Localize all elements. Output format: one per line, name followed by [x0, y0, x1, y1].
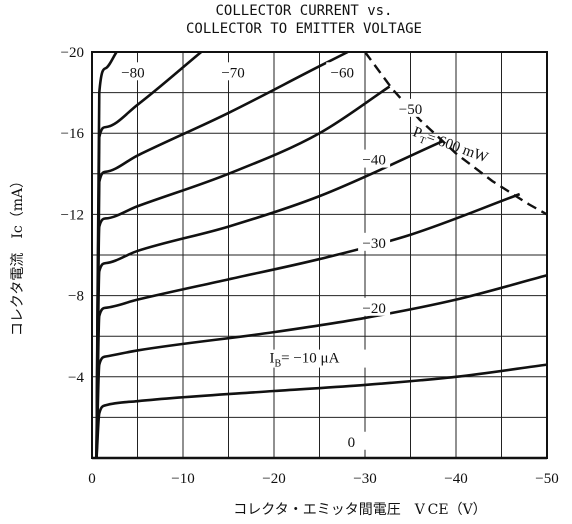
- series-curve: [95, 274, 548, 459]
- curve-label: −40: [362, 153, 385, 169]
- chart-title-line-1: COLLECTOR CURRENT vs.: [215, 3, 392, 19]
- ib-label: IB= −10 μA: [269, 351, 339, 370]
- x-tick-label: 0: [88, 471, 96, 487]
- power-limit-label-sub: T: [417, 135, 427, 147]
- chart-title-line-2: COLLECTOR TO EMITTER VOLTAGE: [186, 21, 422, 37]
- curve-label-bg: [326, 62, 359, 81]
- x-tick-label: −10: [171, 471, 194, 487]
- curve-labels: −80 −70 −60 −50 −40 −30 −20 0: [116, 62, 427, 451]
- curve-label-bg: [358, 297, 391, 316]
- curve-label-bg: [358, 149, 391, 168]
- curve-label-bg: [394, 98, 427, 117]
- curve-label-bg: [335, 431, 368, 450]
- grid: [91, 51, 548, 459]
- power-limit-label: PT= 600 mW: [410, 124, 491, 169]
- y-tick-label: −12: [61, 207, 84, 223]
- x-tick-label: −20: [262, 471, 285, 487]
- y-axis-label: コレクタ電流 Ic（mA）: [10, 174, 26, 336]
- x-tick-label: −30: [353, 471, 376, 487]
- power-limit-curve: [364, 51, 548, 216]
- curve-label: −60: [331, 65, 354, 81]
- curve-label: −20: [362, 301, 385, 317]
- x-tick-label: −40: [444, 471, 467, 487]
- plot-frame: [91, 51, 548, 459]
- ib-label-value: = −10 μA: [281, 351, 339, 367]
- series-curve: [95, 363, 548, 459]
- series-curve: [95, 140, 443, 459]
- series-curve: [95, 51, 118, 459]
- curve-label: 0: [348, 435, 356, 451]
- power-limit: [364, 51, 548, 216]
- curve-label: −80: [121, 65, 144, 81]
- curve-label-bg: [217, 62, 250, 81]
- curve-label: −70: [221, 65, 244, 81]
- curve-label-bg: [358, 232, 391, 251]
- y-tick-label: −4: [68, 370, 84, 386]
- y-tick-label: −16: [61, 126, 85, 142]
- ib-label-bg: [265, 349, 368, 368]
- y-tick-label: −8: [68, 289, 84, 305]
- ib-label-sub: B: [274, 359, 281, 370]
- curve-label: −30: [362, 236, 385, 252]
- power-limit-label-value: = 600 mW: [424, 129, 491, 166]
- curve-label-bg: [116, 62, 149, 81]
- series-curve: [95, 85, 391, 459]
- x-tick-label: −50: [535, 471, 558, 487]
- x-axis-label: コレクタ・エミッタ間電圧 V CE（V）: [233, 502, 486, 518]
- tick-labels: 0 −10 −20 −30 −40 −50 −4 −8 −12 −16 −20: [61, 45, 559, 487]
- y-tick-label: −20: [61, 45, 84, 61]
- curve-label: −50: [399, 102, 422, 118]
